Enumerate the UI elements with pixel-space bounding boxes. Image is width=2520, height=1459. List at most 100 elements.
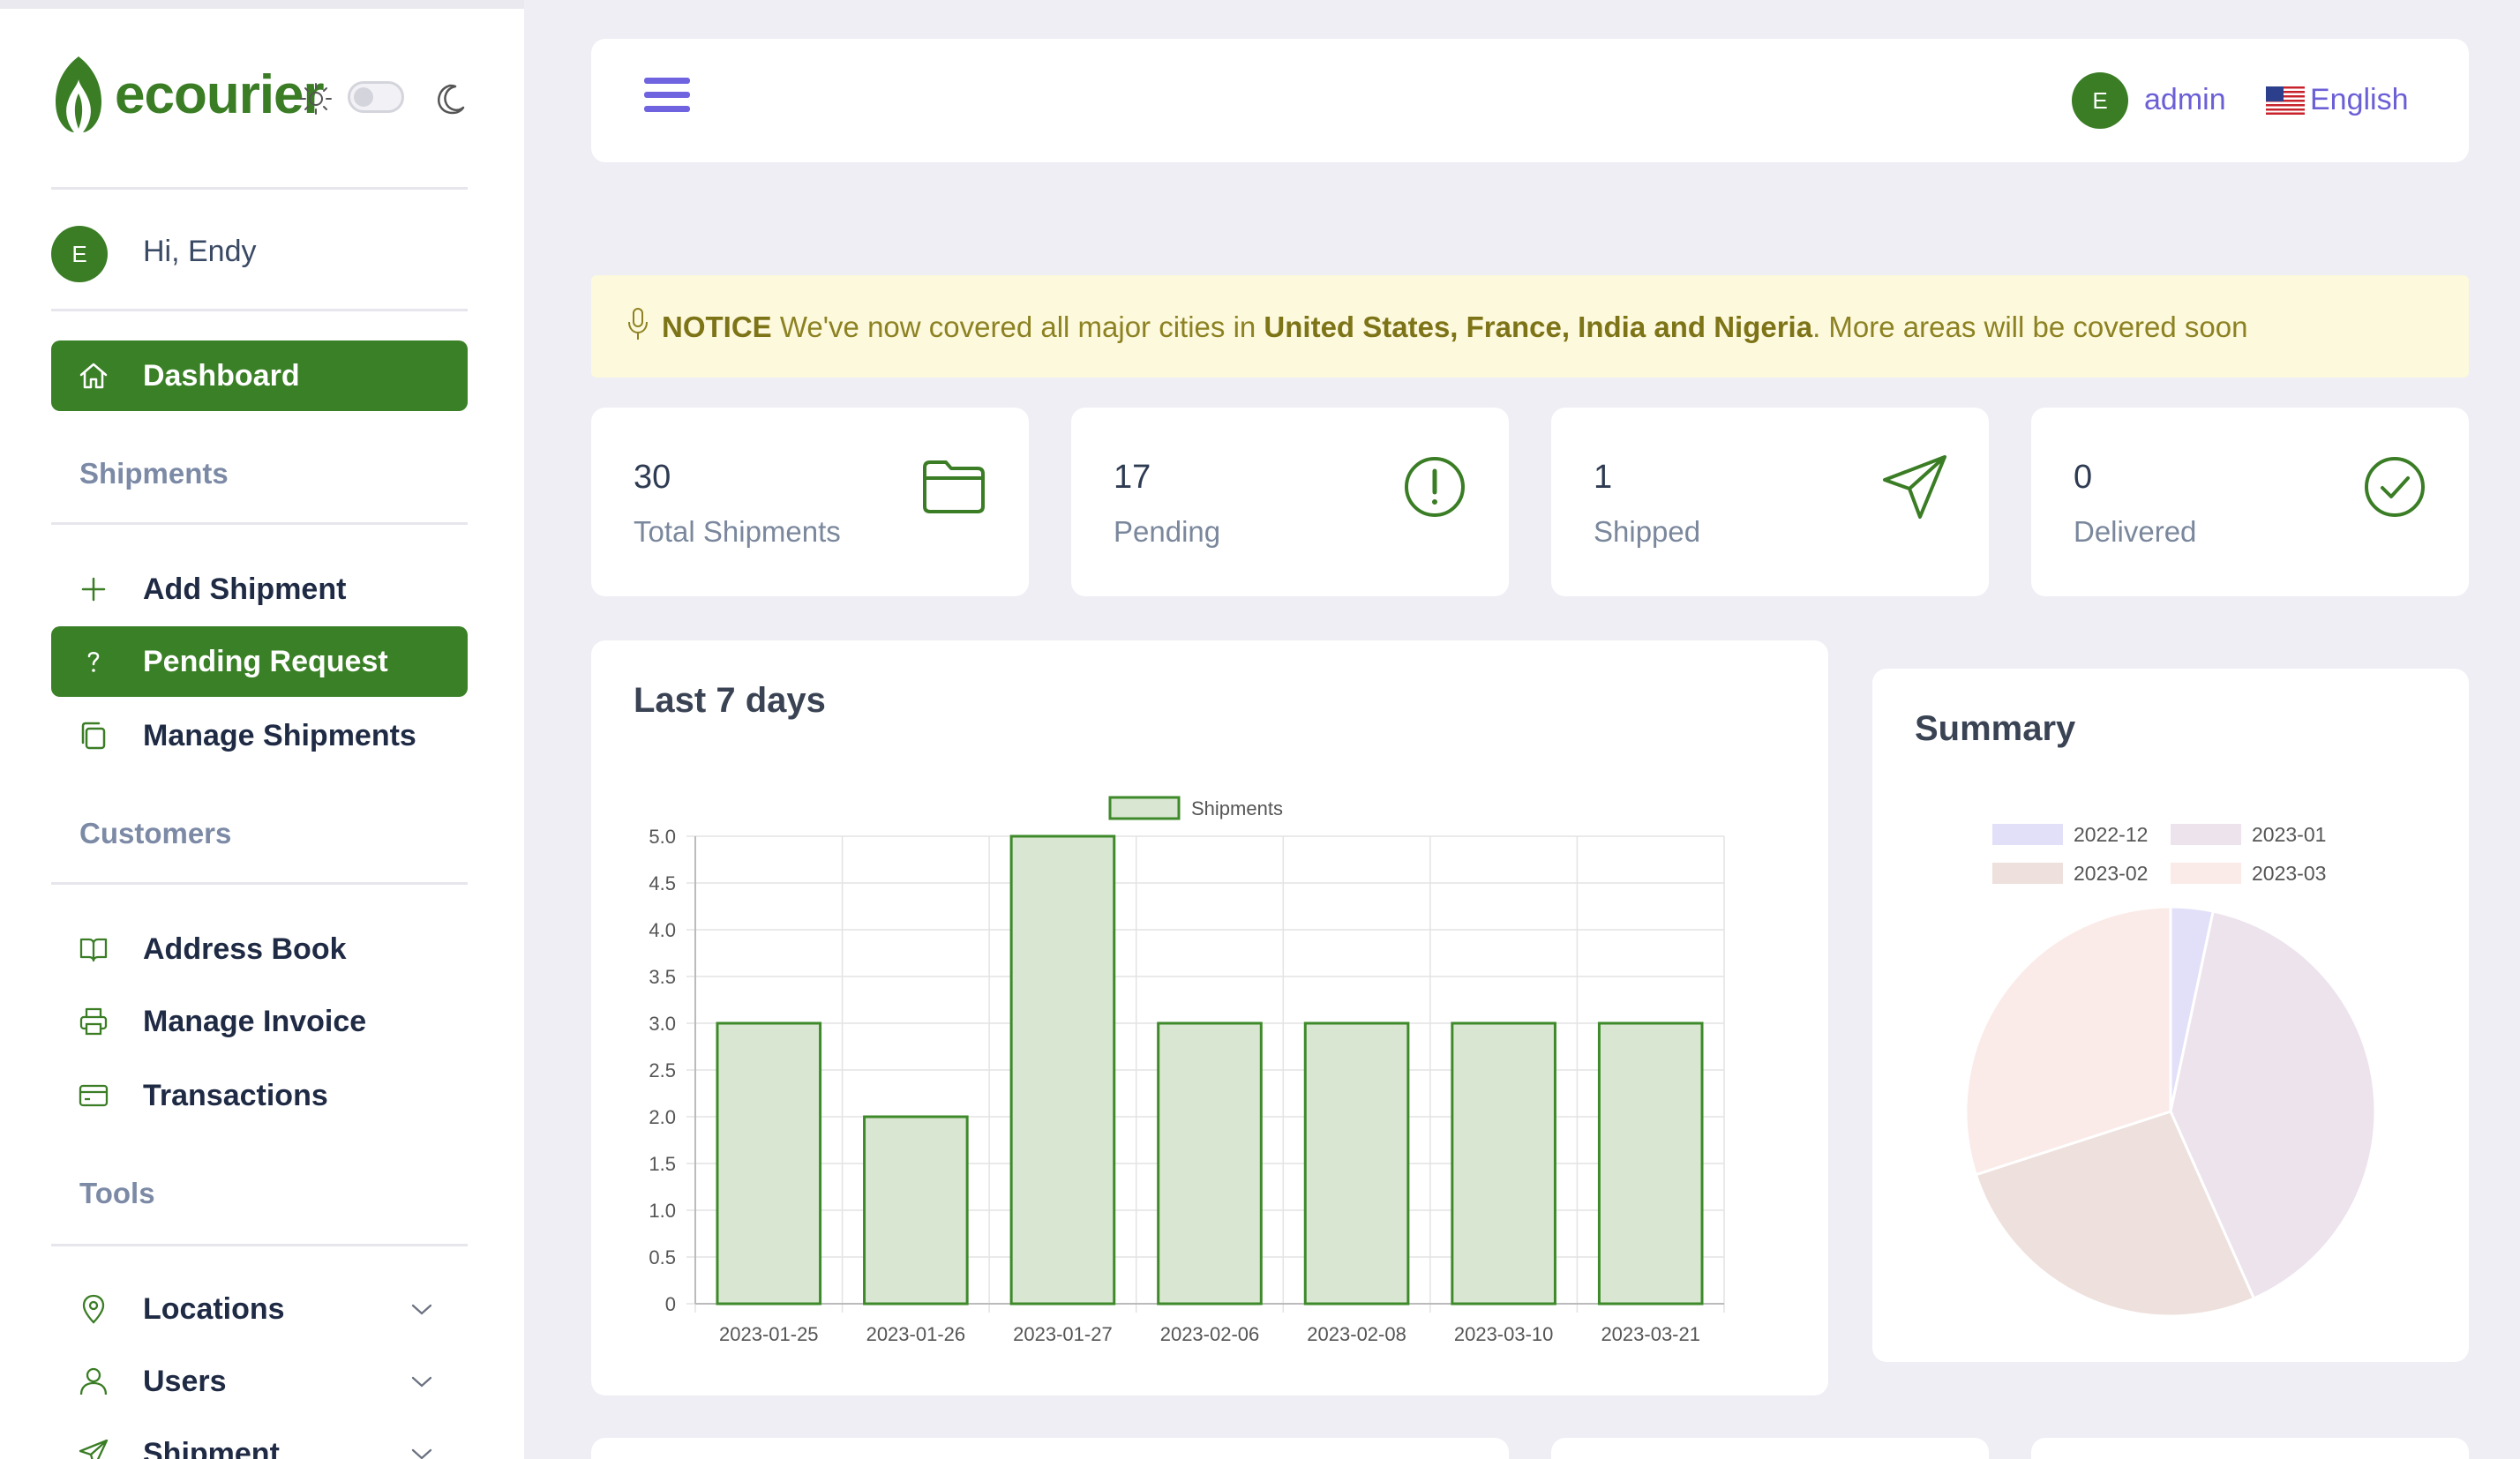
sidebar-item-manage-shipments[interactable]: Manage Shipments <box>51 700 468 771</box>
chart-card-last-7-days: Last 7 days 0 0.5 1.0 1.5 2.0 2.5 3.0 3.5 4.0 4.5… <box>591 640 1828 1395</box>
y-tick-label: 2.5 <box>649 1059 676 1081</box>
x-tick-label: 2023-01-26 <box>866 1323 966 1345</box>
logo-row: ecourier <box>51 53 475 141</box>
pie-slice <box>2169 909 2377 1300</box>
divider <box>51 882 468 885</box>
legend-swatch <box>1992 863 2063 884</box>
legend-swatch <box>2171 863 2241 884</box>
user-greeting: E Hi, Endy <box>51 226 257 282</box>
sidebar-item-manage-invoice[interactable]: Manage Invoice <box>51 986 468 1057</box>
stat-value: 17 <box>1114 459 1151 496</box>
brand-name: ecourier <box>115 64 325 125</box>
copy-icon <box>81 722 106 750</box>
x-tick-label: 2023-01-25 <box>719 1323 819 1345</box>
alert-circle-icon <box>1405 457 1465 517</box>
stat-label: Delivered <box>2074 515 2197 548</box>
top-bar: E admin English <box>591 39 2469 162</box>
legend-label: Shipments <box>1191 797 1283 819</box>
section-heading-customers: Customers <box>79 817 232 849</box>
user-avatar[interactable]: E <box>2072 72 2128 129</box>
stat-card-total-shipments[interactable]: 30 Total Shipments <box>591 408 1029 596</box>
y-tick-label: 2.0 <box>649 1106 676 1128</box>
sidebar-item-label: Locations <box>143 1291 285 1326</box>
pie-chart: 2022-12 2023-01 2023-02 2023-03 <box>1964 823 2377 1318</box>
chart-title: Last 7 days <box>634 681 826 720</box>
bottom-card <box>591 1438 1509 1459</box>
notice-banner: NOTICE We've now covered all major citie… <box>591 275 2469 378</box>
sidebar-item-label: Manage Invoice <box>143 1004 367 1038</box>
y-tick-label: 0 <box>665 1293 676 1315</box>
stat-value: 0 <box>2074 459 2093 496</box>
y-tick-label: 3.5 <box>649 966 676 988</box>
legend-label: 2023-02 <box>2074 862 2148 885</box>
x-tick-label: 2023-03-10 <box>1454 1323 1554 1345</box>
send-icon <box>79 1439 109 1459</box>
sidebar-item-label: Shipment <box>143 1436 280 1459</box>
pie-slice <box>1964 905 2172 1177</box>
microphone-icon <box>628 308 648 340</box>
sidebar: ecourier E Hi, Endy Dashboard Shipments <box>0 0 524 1459</box>
notice-text: NOTICE We've now covered all major citie… <box>662 311 2247 344</box>
language-selector[interactable]: English <box>2310 83 2409 116</box>
divider <box>51 1244 468 1246</box>
sidebar-item-add-shipment[interactable]: Add Shipment <box>51 554 468 625</box>
stat-label: Shipped <box>1594 515 1701 548</box>
stat-card-delivered[interactable]: 0 Delivered <box>2031 408 2469 596</box>
x-tick-label: 2023-03-21 <box>1601 1323 1700 1345</box>
sidebar-item-label: Pending Request <box>143 644 388 678</box>
y-tick-label: 4.0 <box>649 919 676 941</box>
sidebar-item-label: Transactions <box>143 1078 328 1112</box>
chevron-down-icon <box>411 1448 432 1459</box>
section-heading-shipments: Shipments <box>79 457 229 490</box>
chevron-down-icon <box>411 1304 432 1315</box>
check-circle-icon <box>2365 457 2425 517</box>
section-heading-tools: Tools <box>79 1177 155 1209</box>
sidebar-item-pending-request[interactable]: Pending Request <box>51 626 468 697</box>
sidebar-item-address-book[interactable]: Address Book <box>51 914 468 984</box>
sidebar-item-label: Address Book <box>143 932 347 966</box>
chevron-down-icon <box>411 1376 432 1388</box>
credit-card-icon <box>79 1084 109 1107</box>
legend-swatch <box>1108 796 1181 820</box>
map-pin-icon <box>82 1294 105 1324</box>
menu-icon[interactable] <box>644 78 690 120</box>
us-flag-icon[interactable] <box>2266 86 2305 115</box>
sidebar-item-label: Dashboard <box>143 358 300 393</box>
stat-card-shipped[interactable]: 1 Shipped <box>1551 408 1989 596</box>
stat-value: 30 <box>634 459 671 496</box>
sidebar-item-users[interactable]: Users <box>51 1346 468 1417</box>
stat-value: 1 <box>1594 459 1613 496</box>
bar <box>1597 1021 1704 1306</box>
sidebar-item-label: Add Shipment <box>143 572 347 606</box>
plus-icon <box>81 577 106 602</box>
bottom-card <box>1551 1438 1989 1459</box>
bar <box>1303 1021 1410 1306</box>
sidebar-item-transactions[interactable]: Transactions <box>51 1060 468 1131</box>
y-tick-label: 4.5 <box>649 872 676 894</box>
bottom-card <box>2031 1438 2469 1459</box>
legend-label: 2023-03 <box>2252 862 2326 885</box>
printer-icon <box>79 1007 108 1036</box>
legend-swatch <box>1992 824 2063 845</box>
sidebar-item-shipment[interactable]: Shipment <box>51 1418 468 1459</box>
sidebar-item-label: Manage Shipments <box>143 718 416 752</box>
sidebar-item-locations[interactable]: Locations <box>51 1274 468 1344</box>
sun-icon[interactable] <box>298 81 334 116</box>
chart-card-summary: Summary 2022-12 2023-01 2023-02 2023-03 <box>1872 669 2469 1362</box>
theme-toggle[interactable] <box>348 81 404 113</box>
sidebar-item-dashboard[interactable]: Dashboard <box>51 340 468 411</box>
send-icon <box>1883 455 1946 519</box>
divider <box>51 309 468 311</box>
stat-card-pending[interactable]: 17 Pending <box>1071 408 1509 596</box>
greeting-text: Hi, Endy <box>143 235 257 268</box>
notice-label: NOTICE <box>662 311 772 343</box>
moon-icon[interactable] <box>432 81 468 116</box>
avatar: E <box>51 226 108 282</box>
username-link[interactable]: admin <box>2144 83 2226 116</box>
toggle-knob <box>354 87 373 107</box>
y-tick-label: 0.5 <box>649 1246 676 1268</box>
user-icon <box>79 1367 108 1395</box>
legend-swatch <box>2171 824 2241 845</box>
y-tick-label: 3.0 <box>649 1013 676 1035</box>
stat-label: Pending <box>1114 515 1221 548</box>
